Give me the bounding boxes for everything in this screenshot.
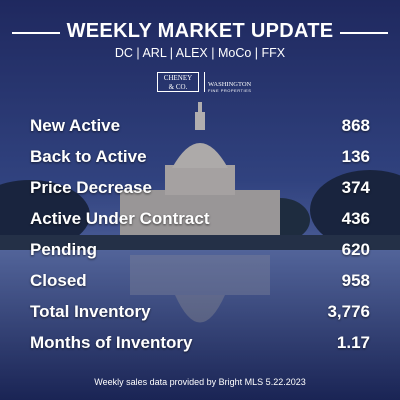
stat-row: Back to Active 136 (30, 147, 370, 171)
stat-row: Price Decrease 374 (30, 178, 370, 202)
stat-value: 958 (341, 271, 370, 290)
stat-label: Total Inventory (30, 302, 151, 321)
stat-row: Total Inventory 3,776 (30, 302, 370, 326)
stat-label: Back to Active (30, 147, 147, 166)
footer: Weekly sales data provided by Bright MLS… (94, 377, 306, 387)
stat-label: Pending (30, 240, 98, 259)
stat-value: 1.17 (336, 333, 370, 352)
title-rule (12, 32, 60, 34)
stat-row: Months of Inventory 1.17 (30, 333, 370, 357)
stat-label: Price Decrease (30, 178, 152, 197)
logo-text: CHENEY (163, 74, 193, 82)
logo-text: & CO. (168, 83, 188, 91)
logo-text: WASHINGTON (208, 81, 252, 88)
title-rule (340, 32, 388, 34)
stat-label: Active Under Contract (30, 209, 210, 228)
subtitle: DC | ARL | ALEX | MoCo | FFX (114, 46, 286, 60)
stat-value: 136 (341, 147, 370, 166)
stat-row: New Active 868 (30, 116, 370, 140)
stat-row: Pending 620 (30, 240, 370, 264)
logo-wfp: WASHINGTON FINE PROPERTIES (208, 73, 251, 93)
stat-row: Closed 958 (30, 271, 370, 295)
stat-row: Active Under Contract 436 (30, 209, 370, 233)
title: WEEKLY MARKET UPDATE (66, 20, 334, 42)
stat-label: Months of Inventory (30, 333, 193, 352)
stat-label: Closed (30, 271, 87, 290)
logo-tagline: FINE PROPERTIES (208, 88, 252, 93)
logo-cheney: CHENEY & CO. (157, 72, 199, 92)
stat-label: New Active (30, 116, 121, 135)
stat-value: 3,776 (327, 302, 370, 321)
logo-separator (204, 72, 205, 92)
stat-value: 374 (341, 178, 370, 197)
stat-value: 436 (341, 209, 370, 228)
stat-value: 868 (341, 116, 370, 135)
stat-value: 620 (341, 240, 370, 259)
